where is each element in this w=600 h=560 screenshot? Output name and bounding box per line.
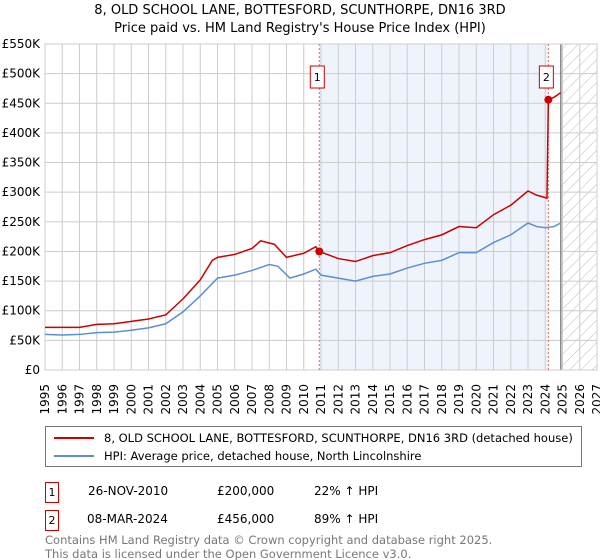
x-tick-label: 2003 [176,384,190,415]
x-tick-label: 2005 [211,384,225,415]
x-tick-label: 2018 [435,384,449,415]
y-tick-label: £550K [2,37,42,51]
x-tick-label: 1998 [90,384,104,415]
plot-area: 1995 1996 1997 1998 1999 2000 2001 2002 2003 2004… [2,37,600,415]
x-tick-label: 2021 [487,384,501,415]
hpi-line [44,222,562,336]
sale-price: £200,000 [217,484,275,498]
footer-copyright: Contains HM Land Registry data © Crown c… [45,533,493,547]
x-tick-label: 2011 [314,384,328,415]
x-tick-label: 2016 [400,384,414,415]
sale-point [544,95,553,104]
x-tick-label: 2023 [521,384,535,415]
sale-price: £456,000 [217,512,275,526]
x-tick-label: 1997 [73,384,87,415]
x-tick-label: 2014 [366,384,380,415]
legend-swatch-blue [54,455,94,457]
legend-item-property: 8, OLD SCHOOL LANE, BOTTESFORD, SCUNTHOR… [54,429,573,447]
footer-licence: This data is licensed under the Open Gov… [45,547,412,560]
y-tick-label: £0 [25,363,40,377]
x-tick-label: 2020 [469,384,483,415]
x-tick-label: 2006 [228,384,242,415]
x-tick-label: 2000 [124,384,138,415]
x-tick-label: 2004 [193,384,207,415]
y-tick-label: £500K [2,67,42,81]
x-tick-label: 2025 [556,384,570,415]
y-tick-label: £350K [2,156,42,170]
sale-marker-label: 2 [45,510,59,531]
sale-marker-label: 1 [314,71,321,84]
y-tick-label: £200K [2,244,42,258]
x-tick-label: 2008 [262,384,276,415]
shaded-period [319,44,549,370]
y-tick-label: £100K [2,304,42,318]
y-tick-label: £250K [2,215,42,229]
sale-date: 08-MAR-2024 [87,512,168,526]
legend-label: HPI: Average price, detached house, Nort… [104,449,422,463]
y-tick-label: £50K [9,333,41,347]
x-tick-label: 2010 [297,384,311,415]
y-tick-label: £400K [2,126,42,140]
x-tick-label: 2024 [538,384,552,415]
x-tick-label: 2001 [142,384,156,415]
y-tick-label: £150K [2,274,42,288]
forecast-hatch [560,44,597,370]
x-tick-label: 2017 [418,384,432,415]
x-tick-label: 1996 [55,384,69,415]
sale-date: 26-NOV-2010 [88,484,169,498]
legend: 8, OLD SCHOOL LANE, BOTTESFORD, SCUNTHOR… [45,426,582,467]
x-tick-label: 2007 [245,384,259,415]
chart-title: 8, OLD SCHOOL LANE, BOTTESFORD, SCUNTHOR… [94,3,506,18]
x-tick-label: 2002 [159,384,173,415]
property-price-line [45,91,562,329]
x-tick-label: 2026 [573,384,587,415]
x-tick-label: 2013 [349,384,363,415]
x-tick-label: 2012 [331,384,345,415]
legend-item-hpi: HPI: Average price, detached house, Nort… [54,447,573,465]
y-tick-label: £450K [2,96,42,110]
x-tick-label: 2009 [280,384,294,415]
sale-marker-box [538,65,554,89]
plot-border [44,43,598,371]
x-tick-label: 2015 [383,384,397,415]
x-tick-label: 2027 [590,384,600,415]
sale-point [315,247,324,256]
x-tick-label: 2019 [452,384,466,415]
y-tick-label: £300K [2,185,42,199]
sale-marker-box [309,65,325,89]
legend-label: 8, OLD SCHOOL LANE, BOTTESFORD, SCUNTHOR… [104,431,573,445]
sale-hpi: 22% ↑ HPI [314,484,379,498]
chart-subtitle: Price paid vs. HM Land Registry's House … [114,21,486,36]
sale-hpi: 89% ↑ HPI [314,512,379,526]
sale-marker-label: 1 [45,482,59,503]
x-tick-label: 1995 [38,384,52,415]
x-tick-label: 1999 [107,384,121,415]
legend-swatch-red [54,437,94,439]
sale-marker-label: 2 [543,71,550,84]
x-tick-label: 2022 [504,384,518,415]
